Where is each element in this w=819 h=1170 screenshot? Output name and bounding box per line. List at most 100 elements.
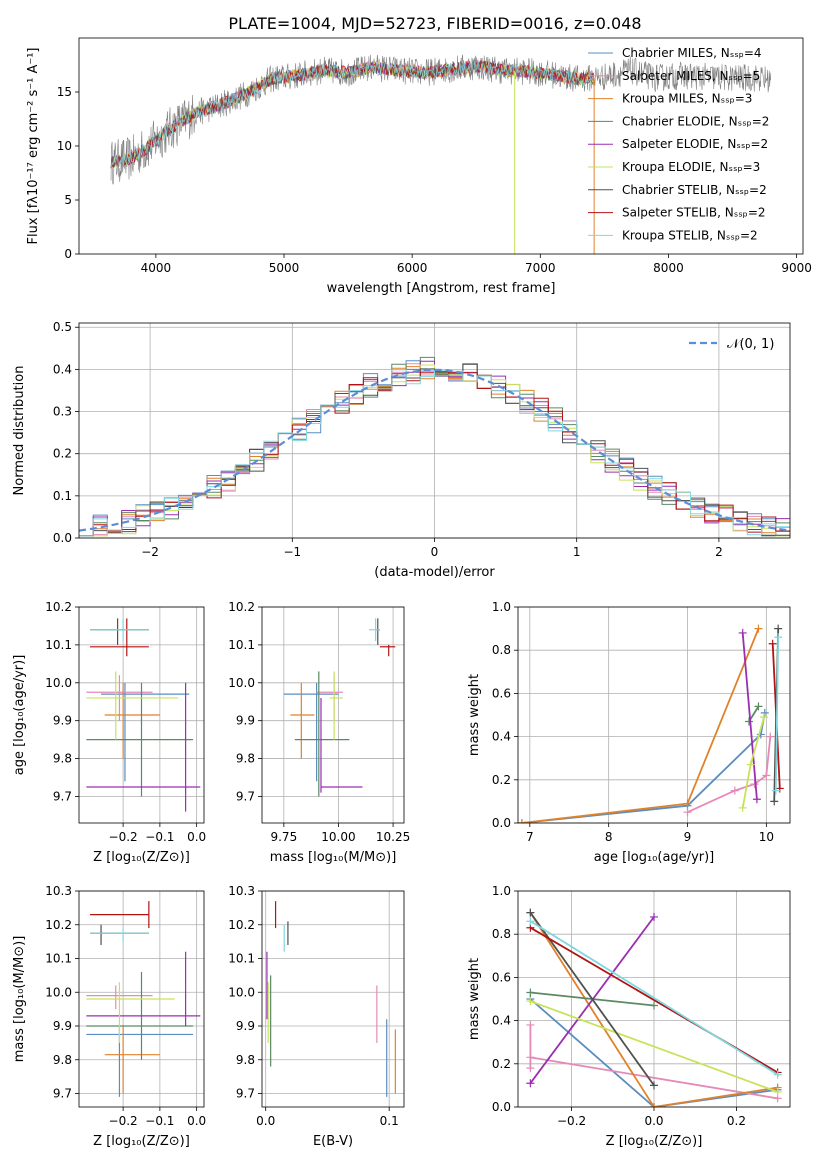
weight-marker: [650, 1103, 658, 1107]
y-axis-label: mass [log₁₀(M/M⊙)]: [12, 936, 27, 1063]
legend-entry: Salpeter ELODIE, Nₛₛₚ=2: [622, 137, 768, 151]
axes-frame: [78, 890, 205, 1108]
weight-marker: [526, 917, 535, 926]
errorbar-kroupa_miles: [104, 1026, 160, 1094]
x-axis-label: Z [log₁₀(Z/Z⊙)]: [93, 1134, 190, 1149]
weight-marker: [683, 808, 692, 817]
legend-entry: Chabrier STELIB, Nₛₛₚ=2: [622, 183, 767, 197]
y-tick-label: 10.0: [45, 676, 72, 690]
weight-marker: [650, 1081, 658, 1090]
x-tick-label: 0.1: [380, 1114, 399, 1128]
weight-marker: [760, 708, 769, 717]
y-tick-label: 10.1: [45, 952, 72, 966]
x-axis-label: mass [log₁₀(M/M⊙)]: [270, 850, 397, 865]
y-tick-label: 10.2: [45, 600, 72, 614]
x-axis-label: E(B-V): [313, 1134, 353, 1149]
y-axis-label: age [log₁₀(age/yr)]: [12, 655, 27, 776]
normal-curve: [79, 368, 790, 532]
plot-area: [86, 618, 201, 812]
legend-entry: Salpeter MILES, Nₛₛₚ=5: [622, 69, 760, 83]
figure-title: PLATE=1004, MJD=52723, FIBERID=0016, z=0…: [228, 14, 641, 33]
plot-area: [110, 54, 771, 254]
weight-marker: [775, 784, 784, 793]
weight-line-chabrier_stelib: [529, 912, 655, 1086]
y-axis-label: mass weight: [467, 958, 482, 1040]
y-tick-label: 0.3: [53, 405, 72, 419]
y-tick-label: 15: [57, 85, 72, 99]
weight-marker: [526, 1064, 535, 1073]
legend-entry: Chabrier MILES, Nₛₛₚ=4: [622, 46, 762, 60]
y-tick-label: 10.2: [228, 600, 255, 614]
x-tick-label: 10.00: [321, 830, 355, 844]
panel-mass-vs-ebv: 0.0 0.1 9.7 9.8 9.9 10.0 10.1 10.2 10.3 E(B-V): [228, 884, 405, 1149]
weight-line-salpeter_miles: [529, 1024, 778, 1100]
errorbar-kroupa_stelib: [369, 618, 380, 642]
y-tick-label: 0.0: [53, 531, 72, 545]
errorbar-salpeter_stelib: [90, 618, 149, 657]
y-tick-label: 9.8: [236, 1053, 255, 1067]
axes-frame: [78, 606, 205, 824]
model-kroupa_stelib: [110, 60, 595, 169]
weight-line-kroupa_miles: [521, 628, 760, 823]
weight-marker: [526, 1020, 535, 1029]
x-tick-label: 0.0: [187, 1114, 206, 1128]
y-tick-label: 0: [64, 247, 72, 261]
panels: 4000 5000 6000 7000 8000 9000051015wavelength…: [12, 37, 812, 1149]
y-tick-label: 0.5: [53, 320, 72, 334]
y-tick-label: 0.1: [53, 489, 72, 503]
y-tick-label: 9.9: [53, 1019, 72, 1033]
y-tick-label: 10.0: [45, 985, 72, 999]
weight-marker: [526, 908, 535, 917]
y-tick-label: 0.6: [492, 686, 511, 700]
weight-marker: [526, 997, 535, 1006]
y-tick-label: 0.2: [53, 447, 72, 461]
y-tick-label: 10.0: [228, 676, 255, 690]
plot-area: [526, 908, 782, 1107]
y-tick-label: 10.1: [228, 638, 255, 652]
errorbar-kroupa_stelib: [90, 618, 149, 642]
y-tick-label: 0.2: [492, 773, 511, 787]
x-tick-label: 9: [684, 830, 692, 844]
y-tick-label: 9.9: [53, 714, 72, 728]
weight-marker: [746, 760, 755, 769]
errorbar-chabrier_elodie: [86, 682, 193, 797]
x-axis-label: Z [log₁₀(Z/Z⊙)]: [606, 1134, 703, 1149]
y-tick-label: 0.4: [492, 1014, 511, 1028]
errorbar-salpeter_stelib: [379, 644, 396, 657]
y-tick-label: 0.8: [492, 643, 511, 657]
weight-marker: [773, 1087, 782, 1096]
y-tick-label: 10.1: [228, 952, 255, 966]
panel-residuals: −2 −1 0 1 2 0.0 0.1 0.2 0.3 0.4 0.5 (data-model)/er…: [12, 320, 791, 580]
weight-marker: [738, 628, 747, 637]
x-tick-label: −2: [141, 545, 159, 559]
x-axis-label: Z [log₁₀(Z/Z⊙)]: [93, 850, 190, 865]
x-tick-label: 4000: [141, 261, 172, 275]
errorbar-salpeter_stelib: [90, 901, 150, 929]
panel-mass-vs-z: −0.2 −0.1 0.0 9.7 9.8 9.9 10.0 10.1 10.2 10.3 Z [l…: [12, 884, 206, 1149]
axes-frame: [261, 606, 405, 824]
panel-age-vs-mass: 9.75 10.00 10.25 9.7 9.8 9.9 10.0 10.1 10.2 mass …: [228, 600, 410, 865]
y-tick-label: 10.2: [45, 918, 72, 932]
weight-marker: [768, 639, 777, 648]
x-tick-label: 0.0: [644, 1114, 663, 1128]
weight-marker: [774, 624, 783, 633]
x-tick-label: 0: [431, 545, 439, 559]
axes-frame: [517, 890, 791, 1108]
y-tick-label: 0.2: [492, 1057, 511, 1071]
weight-marker: [650, 912, 658, 921]
x-tick-label: 10.25: [376, 830, 410, 844]
errorbar-chabrier_miles: [86, 1026, 193, 1097]
y-tick-label: 0.4: [492, 730, 511, 744]
y-axis-label: mass weight: [467, 674, 482, 756]
legend-entry: Kroupa ELODIE, Nₛₛₚ=3: [622, 160, 760, 174]
y-tick-label: 10.1: [45, 638, 72, 652]
axes-frame: [78, 37, 804, 255]
x-tick-label: −0.2: [557, 1114, 586, 1128]
x-tick-label: 0.0: [256, 1114, 275, 1128]
y-tick-label: 0.8: [492, 927, 511, 941]
y-tick-label: 9.8: [236, 752, 255, 766]
x-tick-label: −0.2: [109, 830, 138, 844]
errorbar-chabrier_stelib: [90, 618, 149, 645]
errorbar-kroupa_elodie: [86, 982, 175, 1043]
y-tick-label: 0.0: [492, 816, 511, 830]
